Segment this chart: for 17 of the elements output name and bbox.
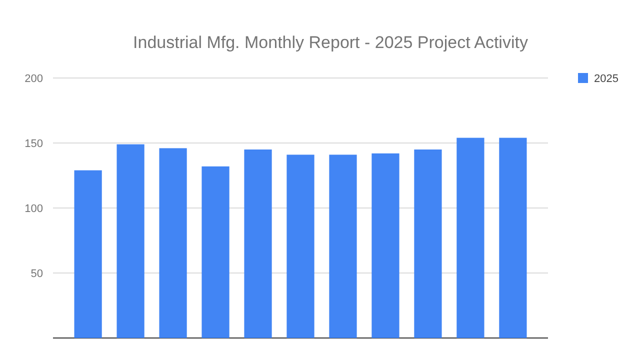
bar — [74, 170, 102, 338]
bar — [456, 138, 484, 338]
bar — [244, 150, 272, 338]
y-tick-label: 100 — [24, 202, 43, 215]
bar — [499, 138, 527, 338]
bar — [329, 154, 357, 338]
bar — [159, 148, 187, 338]
chart-title: Industrial Mfg. Monthly Report - 2025 Project Activity — [133, 33, 528, 52]
y-tick-label: 200 — [24, 72, 43, 85]
bar — [372, 153, 400, 338]
y-tick-label: 50 — [30, 268, 43, 280]
bar — [414, 150, 442, 338]
bar — [116, 144, 144, 338]
y-tick-label: 150 — [24, 138, 43, 150]
bar — [286, 154, 314, 338]
bar — [202, 166, 230, 338]
legend-label: 2025 — [594, 72, 618, 85]
